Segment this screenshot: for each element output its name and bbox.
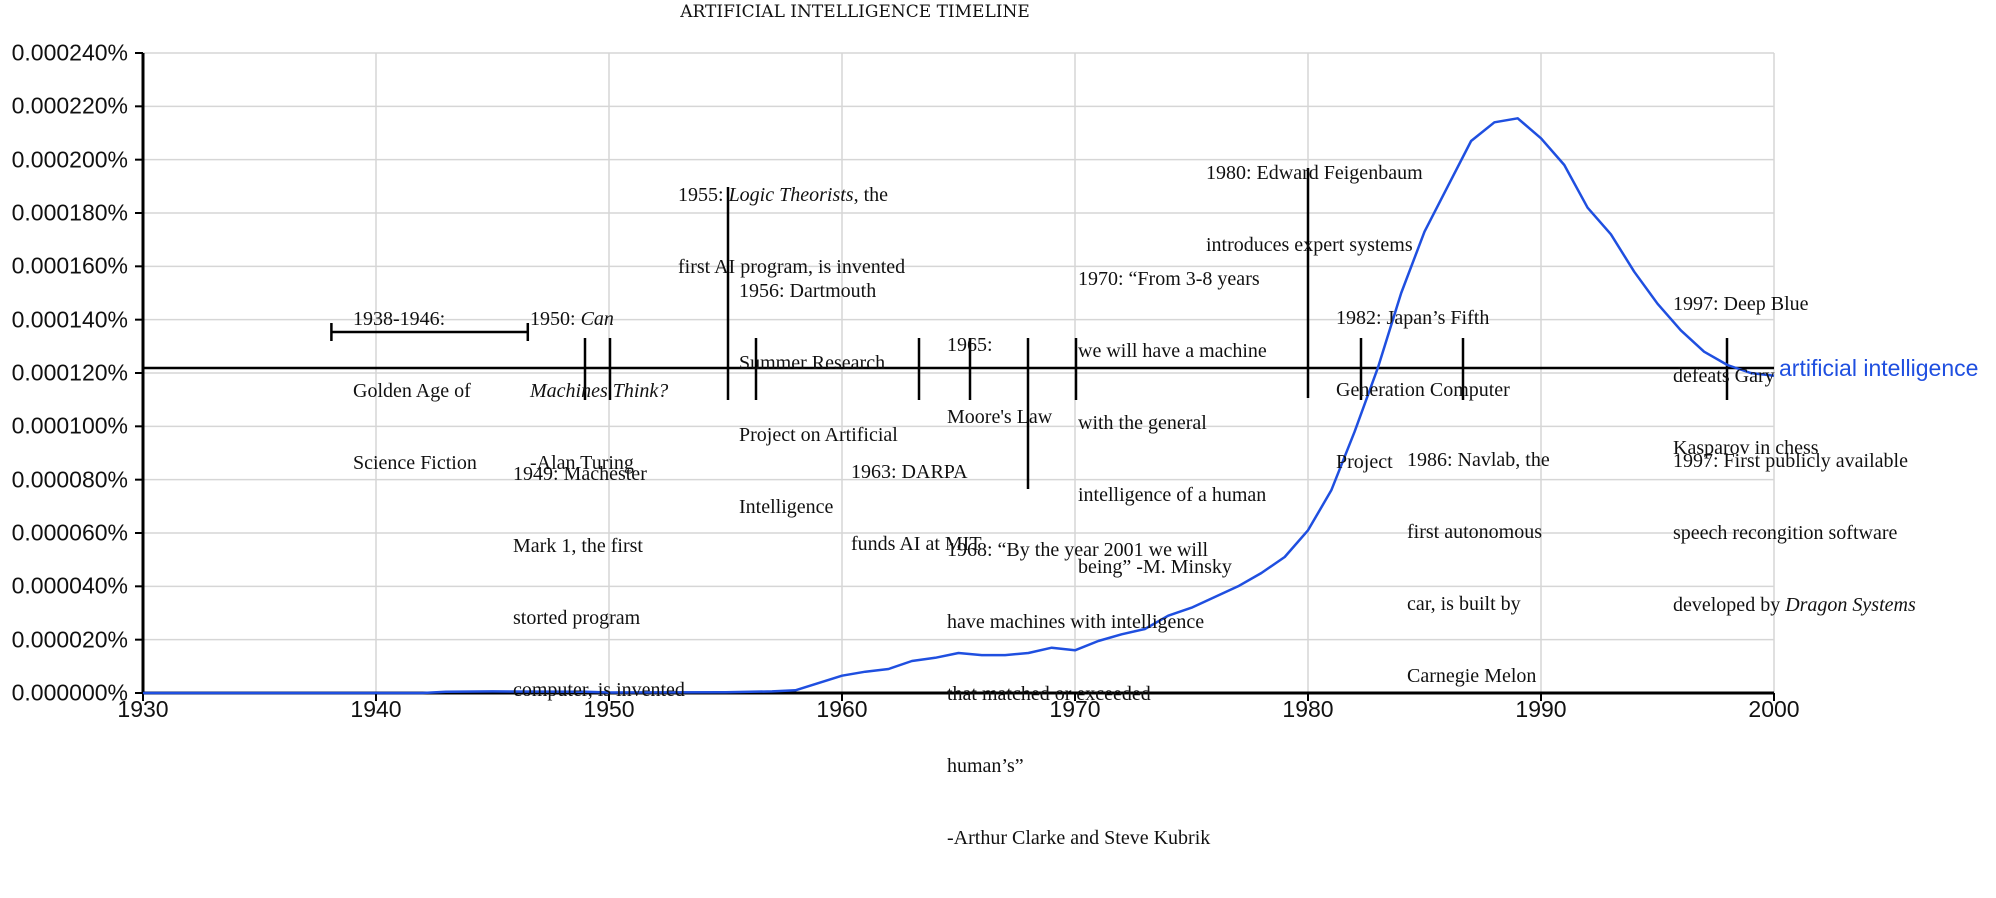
annotation-line: Summer Research [739,352,886,374]
annotation-minsky: 1970: “From 3-8 years we will have a mac… [1078,219,1267,627]
annotation-line: Machines Think? [530,379,668,403]
annotation-line: 1980: Edward Feigenbaum [1206,162,1423,184]
annotation-line: funds AI at MIT [851,533,982,555]
annotation-line: Kasparov in chess [1673,437,1819,459]
annotation-deep-blue: 1997: Deep Blue defeats Gary Kasparov in… [1673,244,1819,508]
annotation-line: Moore's Law [947,406,1053,428]
annotation-line: speech recongition software [1673,522,1898,544]
series-line-artificial-intelligence [143,117,1775,695]
annotation-line: 1970: “From 3-8 years [1078,268,1260,290]
annotation-italic: Can [580,308,614,330]
x-tick-label: 1950 [583,696,635,722]
annotation-manchester: 1949: Machester Mark 1, the first storte… [513,414,685,750]
annotation-line: Golden Age of [353,380,471,402]
annotation-line: 1949: Machester [513,463,647,485]
annotation-line: car, is built by [1407,593,1521,615]
y-tick-label: 0.000020% [11,626,128,653]
annotation-navlab: 1986: Navlab, the first autonomous car, … [1407,400,1550,736]
chart-title: ARTIFICIAL INTELLIGENCE TIMELINE [680,2,1030,22]
y-tick-label: 0.000180% [11,199,128,226]
timeline-markers [143,168,1774,489]
y-tick-label: 0.000100% [11,412,128,439]
annotation-line: 1982: Japan’s Fifth [1336,307,1490,329]
x-tick-label: 1980 [1282,696,1334,722]
x-tick-label: 1970 [1049,696,1101,722]
annotation-line: 1997: First publicly available [1673,450,1908,472]
annotation-japan-fifth-gen: 1982: Japan’s Fifth Generation Computer … [1336,258,1510,522]
x-tick-label: 2000 [1748,696,1800,722]
annotation-text: , the [853,184,889,206]
annotation-text: 1950: [530,308,581,330]
annotation-line: developed by Dragon Systems [1673,593,1916,617]
annotation-italic: Dragon Systems [1785,594,1916,616]
annotation-line: 1986: Navlab, the [1407,449,1550,471]
y-tick-label: 0.000220% [11,92,128,119]
annotation-line: 1968: “By the year 2001 we will [947,539,1209,561]
annotation-line: 1938-1946: [353,308,446,330]
y-tick-label: 0.000080% [11,466,128,493]
y-tick-label: 0.000040% [11,572,128,599]
annotation-line: that matched or exceeded [947,683,1151,705]
y-tick-label: 0.000240% [11,39,128,66]
annotation-line: 1950: Can [530,307,668,331]
annotation-line: introduces expert systems [1206,234,1413,256]
annotation-line: with the general [1078,412,1207,434]
y-tick-label: 0.000200% [11,146,128,173]
annotation-line: -Alan Turing [530,452,634,474]
annotation-turing: 1950: Can Machines Think? -Alan Turing [530,259,668,523]
annotation-line: 1956: Dartmouth [739,280,877,302]
y-tick-label: 0.000000% [11,679,128,706]
annotation-line: Project [1336,451,1393,473]
annotation-line: 1965: [947,334,993,356]
annotation-line: computer, is invented [513,679,685,701]
annotation-line: 1963: DARPA [851,461,968,483]
annotation-darpa: 1963: DARPA funds AI at MIT [851,412,982,604]
plot-area [135,52,1775,701]
x-tick-label: 1960 [816,696,868,722]
annotation-feigenbaum: 1980: Edward Feigenbaum introduces exper… [1206,113,1423,305]
annotation-line: first autonomous [1407,521,1542,543]
x-tick-label: 1990 [1515,696,1567,722]
annotation-line: 1955: Logic Theorists, the [678,183,905,207]
annotation-line: Intelligence [739,496,834,518]
annotation-line: Generation Computer [1336,379,1510,401]
annotation-logic-theorists: 1955: Logic Theorists, the first AI prog… [678,135,905,327]
x-tick-label: 1930 [117,696,169,722]
annotation-golden-age: 1938-1946: Golden Age of Science Fiction [353,259,477,523]
annotation-line: first AI program, is invented [678,256,906,278]
annotation-line: have machines with intelligence [947,611,1205,633]
annotation-line: -Arthur Clarke and Steve Kubrik [947,827,1211,849]
annotation-italic: Logic Theorists [728,184,854,206]
annotation-line: Science Fiction [353,452,477,474]
y-tick-label: 0.000160% [11,252,128,279]
chart-stage: ARTIFICIAL INTELLIGENCE TIMELINE 0.00000… [11,2,1979,849]
annotation-text: developed by [1673,594,1786,616]
x-tick-label: 1940 [350,696,402,722]
annotation-italic: Machines Think? [530,380,669,402]
annotation-line: 1997: Deep Blue [1673,293,1809,315]
annotation-line: defeats Gary [1673,365,1775,387]
annotation-line: human’s” [947,755,1024,777]
annotation-text: 1955: [678,184,729,206]
annotation-moore: 1965: Moore's Law [947,285,1052,477]
y-tick-label: 0.000140% [11,306,128,333]
series-legend-label: artificial intelligence [1779,355,1979,381]
annotation-line: Carnegie Melon [1407,665,1537,687]
annotation-line: we will have a machine [1078,340,1267,362]
annotation-line: Mark 1, the first [513,535,643,557]
annotation-clarke-kubrick: 1968: “By the year 2001 we will have mac… [947,490,1210,898]
annotation-dragon-systems: 1997: First publicly available speech re… [1673,401,1916,665]
annotation-line: storted program [513,607,641,629]
annotation-dartmouth: 1956: Dartmouth Summer Research Project … [739,231,898,567]
annotation-line: intelligence of a human [1078,484,1267,506]
gridlines [143,52,1775,693]
annotation-line: being” -M. Minsky [1078,556,1232,578]
annotation-line: Project on Artificial [739,424,898,446]
y-tick-label: 0.000060% [11,519,128,546]
y-tick-label: 0.000120% [11,359,128,386]
